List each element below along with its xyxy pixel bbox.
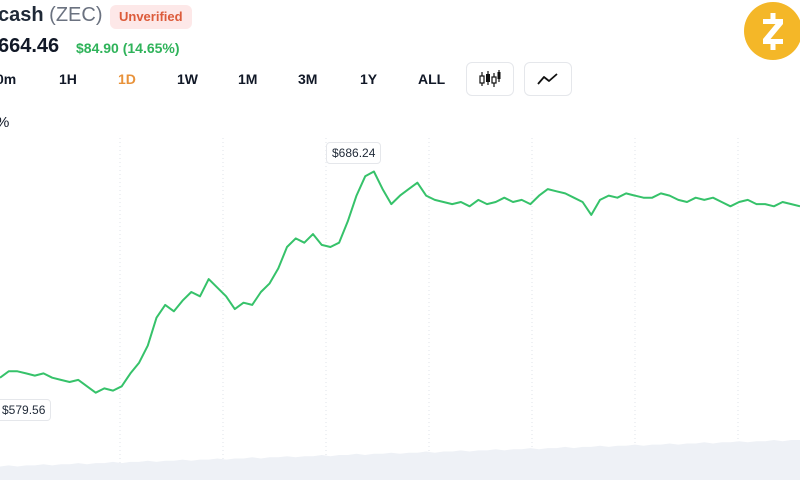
price-chart <box>0 138 800 480</box>
tab-0m[interactable]: 0m <box>0 71 17 87</box>
price-change: $84.90 (14.65%) <box>76 40 180 56</box>
zcash-logo-icon <box>744 2 800 60</box>
coin-symbol: (ZEC) <box>49 4 103 26</box>
candlestick-view-button[interactable] <box>466 62 514 96</box>
tab-1y[interactable]: 1Y <box>360 71 378 87</box>
tab-1w[interactable]: 1W <box>177 71 198 87</box>
axis-unit-label: % <box>0 114 9 131</box>
tab-1d[interactable]: 1D <box>118 71 136 87</box>
high-price-label: $686.24 <box>326 142 382 164</box>
tab-3m[interactable]: 3M <box>298 71 318 87</box>
candlestick-chart-icon <box>479 70 501 87</box>
tab-all[interactable]: ALL <box>418 71 446 87</box>
volume-series <box>0 440 800 480</box>
tab-1m[interactable]: 1M <box>238 71 258 87</box>
line-chart-icon <box>537 73 558 85</box>
volume-area <box>0 440 800 480</box>
low-price-label: $579.56 <box>0 399 52 421</box>
price-series-line <box>0 170 800 394</box>
price-line <box>0 170 800 394</box>
line-view-button[interactable] <box>524 62 572 96</box>
current-price: 664.46 <box>0 35 60 57</box>
tab-1h[interactable]: 1H <box>59 71 77 87</box>
timeframe-tabs: 0m 1H 1D 1W 1M 3M 1Y ALL <box>0 62 800 98</box>
chart-grid <box>119 138 739 480</box>
coin-title: cash (ZEC) <box>0 4 102 27</box>
coin-name: cash <box>0 4 44 26</box>
coin-header: cash (ZEC) Unverified 664.46 $84.90 (14.… <box>0 0 800 60</box>
unverified-badge: Unverified <box>110 5 192 29</box>
